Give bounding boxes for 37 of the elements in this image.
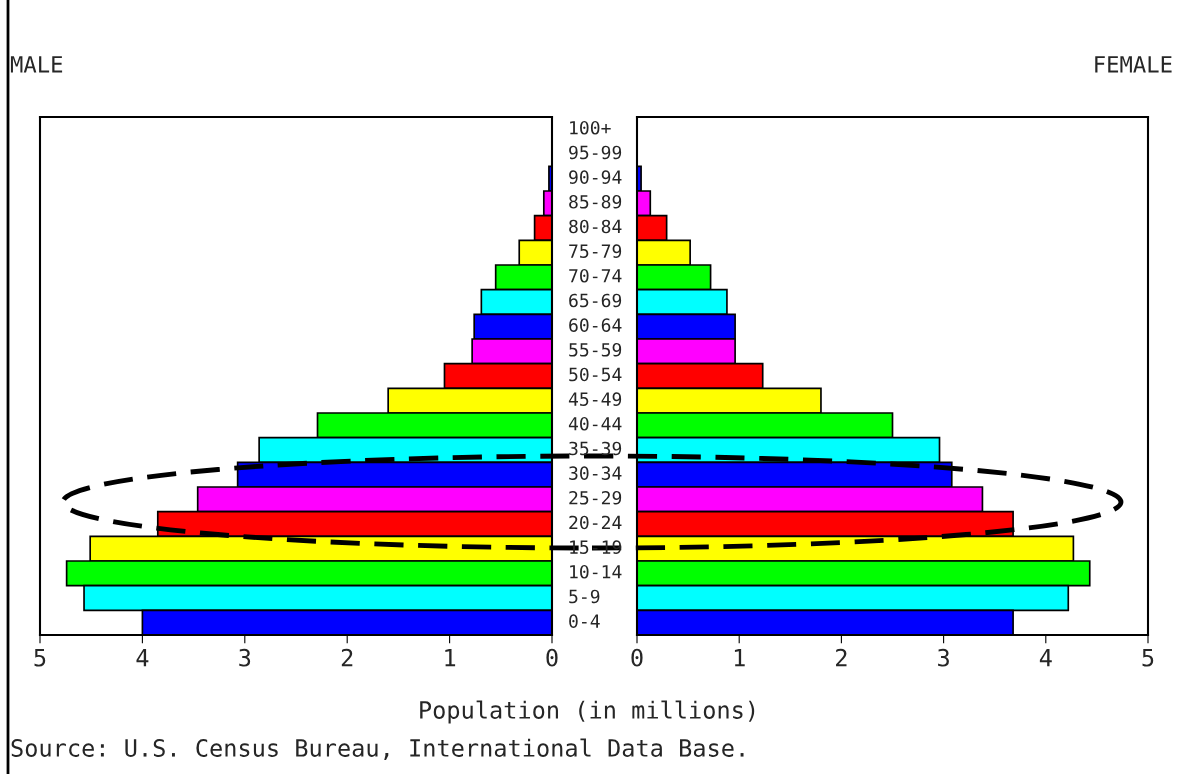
x-tick-label: 1 [734, 649, 745, 667]
x-tick-label: 3 [239, 648, 251, 667]
y-tick-label: 35-39 [569, 441, 622, 456]
y-tick-label: 75-79 [569, 244, 622, 258]
y-tick-label: 60-64 [569, 318, 622, 332]
y-tick-label: 100+ [570, 120, 611, 135]
y-tick-label: 20-24 [569, 515, 622, 530]
y-tick-label: 45-49 [568, 392, 622, 406]
x-tick-label: 3 [938, 648, 949, 667]
y-tick-label: 80-84 [569, 219, 622, 234]
chart-title: FEMALE [1095, 56, 1172, 73]
x-axis-title: Population (in millions) [420, 700, 755, 724]
y-tick-label: 25-29 [569, 490, 622, 505]
x-tick-label: 2 [341, 648, 353, 667]
y-tick-label: 65-69 [569, 293, 622, 308]
x-tick-label: 5 [34, 649, 46, 667]
y-tick-label: 55-59 [569, 342, 622, 357]
y-tick-label: 85-89 [569, 194, 622, 209]
y-tick-label: 10-14 [570, 564, 622, 579]
x-tick-label: 4 [1039, 649, 1052, 667]
x-tick-label: 2 [836, 648, 847, 667]
source-note: Source: U.S. Census Bureau, International Data Base. [11, 738, 744, 760]
x-tick-label: 1 [445, 649, 456, 667]
x-tick-label: 0 [546, 648, 558, 667]
x-tick-label: 5 [1142, 649, 1154, 667]
chart-title: MALE [10, 56, 63, 73]
y-tick-label: 0-4 [569, 614, 600, 628]
y-tick-label: 30-34 [569, 466, 622, 480]
y-tick-label: 70-74 [569, 268, 622, 283]
y-tick-label: 40-44 [568, 416, 622, 431]
x-tick-label: 0 [631, 648, 643, 667]
y-tick-label: 50-54 [569, 367, 622, 382]
y-tick-label: 95-99 [569, 145, 622, 160]
y-tick-label: 15-19 [570, 540, 622, 554]
x-tick-label: 4 [136, 649, 149, 667]
y-tick-label: 90-94 [569, 170, 622, 184]
y-tick-label: 5-9 [569, 589, 600, 604]
